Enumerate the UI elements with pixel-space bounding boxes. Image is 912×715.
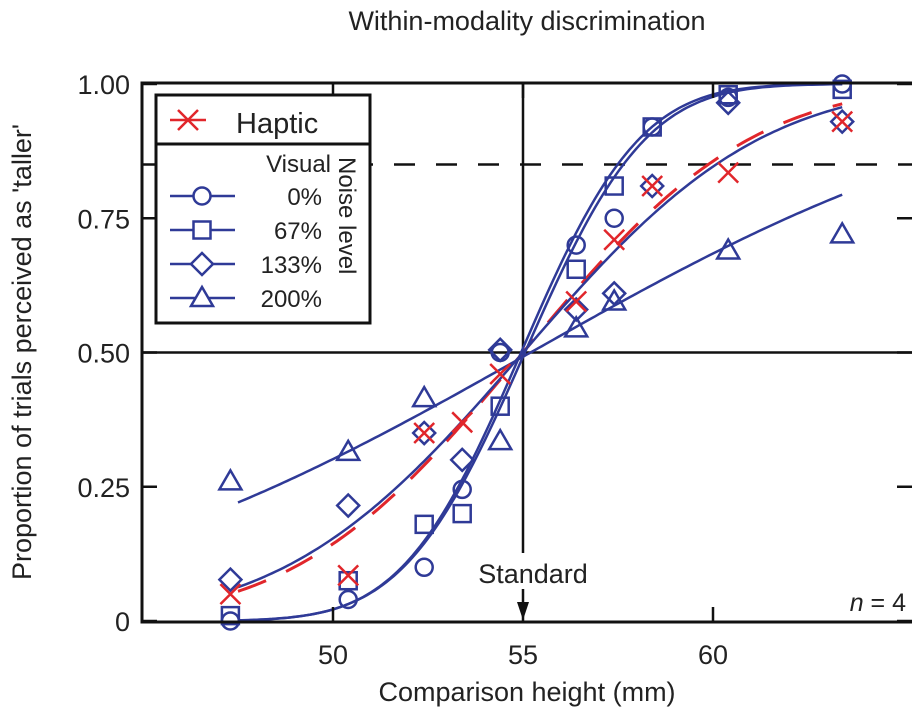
data-point-67pct [338, 570, 358, 591]
data-point-0pct [452, 479, 472, 500]
data-point-0pct [490, 342, 510, 363]
data-point-haptic [603, 228, 626, 251]
data-point-133pct [829, 108, 855, 135]
n-label: n = 4 [850, 589, 906, 617]
data-point-200pct [217, 467, 244, 491]
legend-visual-heading: Visual [266, 151, 331, 178]
x-axis-label: Comparison height (mm) [378, 677, 675, 707]
chart-title: Within-modality discrimination [348, 6, 705, 36]
fit-curve-67pct [237, 82, 843, 622]
legend-entry-label: 200% [261, 286, 322, 313]
standard-label-bg [455, 553, 611, 589]
data-point-haptic [717, 161, 740, 184]
data-point-133pct [449, 447, 475, 473]
x-tick-label: 50 [318, 640, 348, 670]
y-tick-label: 0.75 [77, 204, 130, 234]
x-tick-label: 60 [698, 640, 728, 670]
legend-box [154, 93, 372, 325]
legend-haptic-label: Haptic [236, 108, 318, 140]
data-point-0pct [642, 117, 662, 137]
standard-label: Standard [478, 559, 588, 589]
legend-diamond-icon [189, 251, 215, 277]
legend-entry-label: 0% [287, 184, 322, 211]
data-point-200pct [411, 384, 438, 408]
data-point-133pct [563, 296, 589, 323]
fit-curve-haptic [237, 102, 843, 593]
y-axis-label: Proportion of trials perceived as 'talle… [7, 124, 37, 580]
data-point-133pct [335, 492, 361, 519]
y-tick-label: 0.50 [77, 339, 130, 369]
legend-entry-label: 67% [274, 218, 322, 245]
fit-curve-133pct [237, 105, 843, 589]
legend-haptic-x-icon [170, 109, 206, 131]
y-tick-label: 0.25 [77, 473, 130, 503]
legend-entry-label: 133% [261, 252, 322, 279]
legend-square-icon [192, 220, 212, 240]
data-point-67pct [832, 79, 852, 100]
data-point-133pct [217, 566, 244, 593]
data-point-haptic [489, 363, 512, 385]
data-point-0pct [338, 589, 358, 610]
data-point-0pct [566, 235, 586, 255]
data-point-133pct [639, 173, 665, 199]
legend-noise-title: Noise level [333, 157, 360, 274]
data-point-67pct [604, 176, 624, 196]
data-point-67pct [566, 259, 586, 280]
n-value: = 4 [864, 589, 906, 617]
x-tick-label: 55 [508, 640, 538, 670]
data-point-haptic [831, 110, 854, 133]
data-point-67pct [414, 514, 434, 535]
data-point-200pct [563, 314, 590, 338]
data-point-133pct [601, 280, 627, 307]
data-point-0pct [414, 557, 434, 578]
data-point-200pct [335, 438, 362, 462]
y-tick-label: 1.00 [77, 70, 130, 100]
legend: Haptic Visual Noise level 0% 67% 133% 200% [154, 93, 372, 325]
data-point-200pct [829, 220, 856, 244]
data-point-133pct [411, 420, 437, 446]
data-point-haptic [413, 422, 436, 444]
data-point-67pct [490, 396, 510, 416]
data-point-haptic [451, 411, 474, 434]
data-point-67pct [220, 605, 241, 626]
legend-triangle-icon [188, 284, 216, 308]
data-point-67pct [452, 503, 472, 524]
data-point-haptic [565, 290, 588, 313]
data-point-200pct [487, 427, 514, 451]
data-point-haptic [337, 564, 360, 587]
data-point-0pct [718, 87, 738, 108]
legend-circle-icon [192, 186, 212, 206]
data-point-haptic [219, 583, 242, 606]
data-point-200pct [715, 236, 742, 260]
data-point-haptic [641, 175, 664, 197]
data-point-0pct [604, 208, 624, 228]
n-symbol: n [850, 589, 864, 617]
y-tick-label: 0 [115, 607, 130, 637]
